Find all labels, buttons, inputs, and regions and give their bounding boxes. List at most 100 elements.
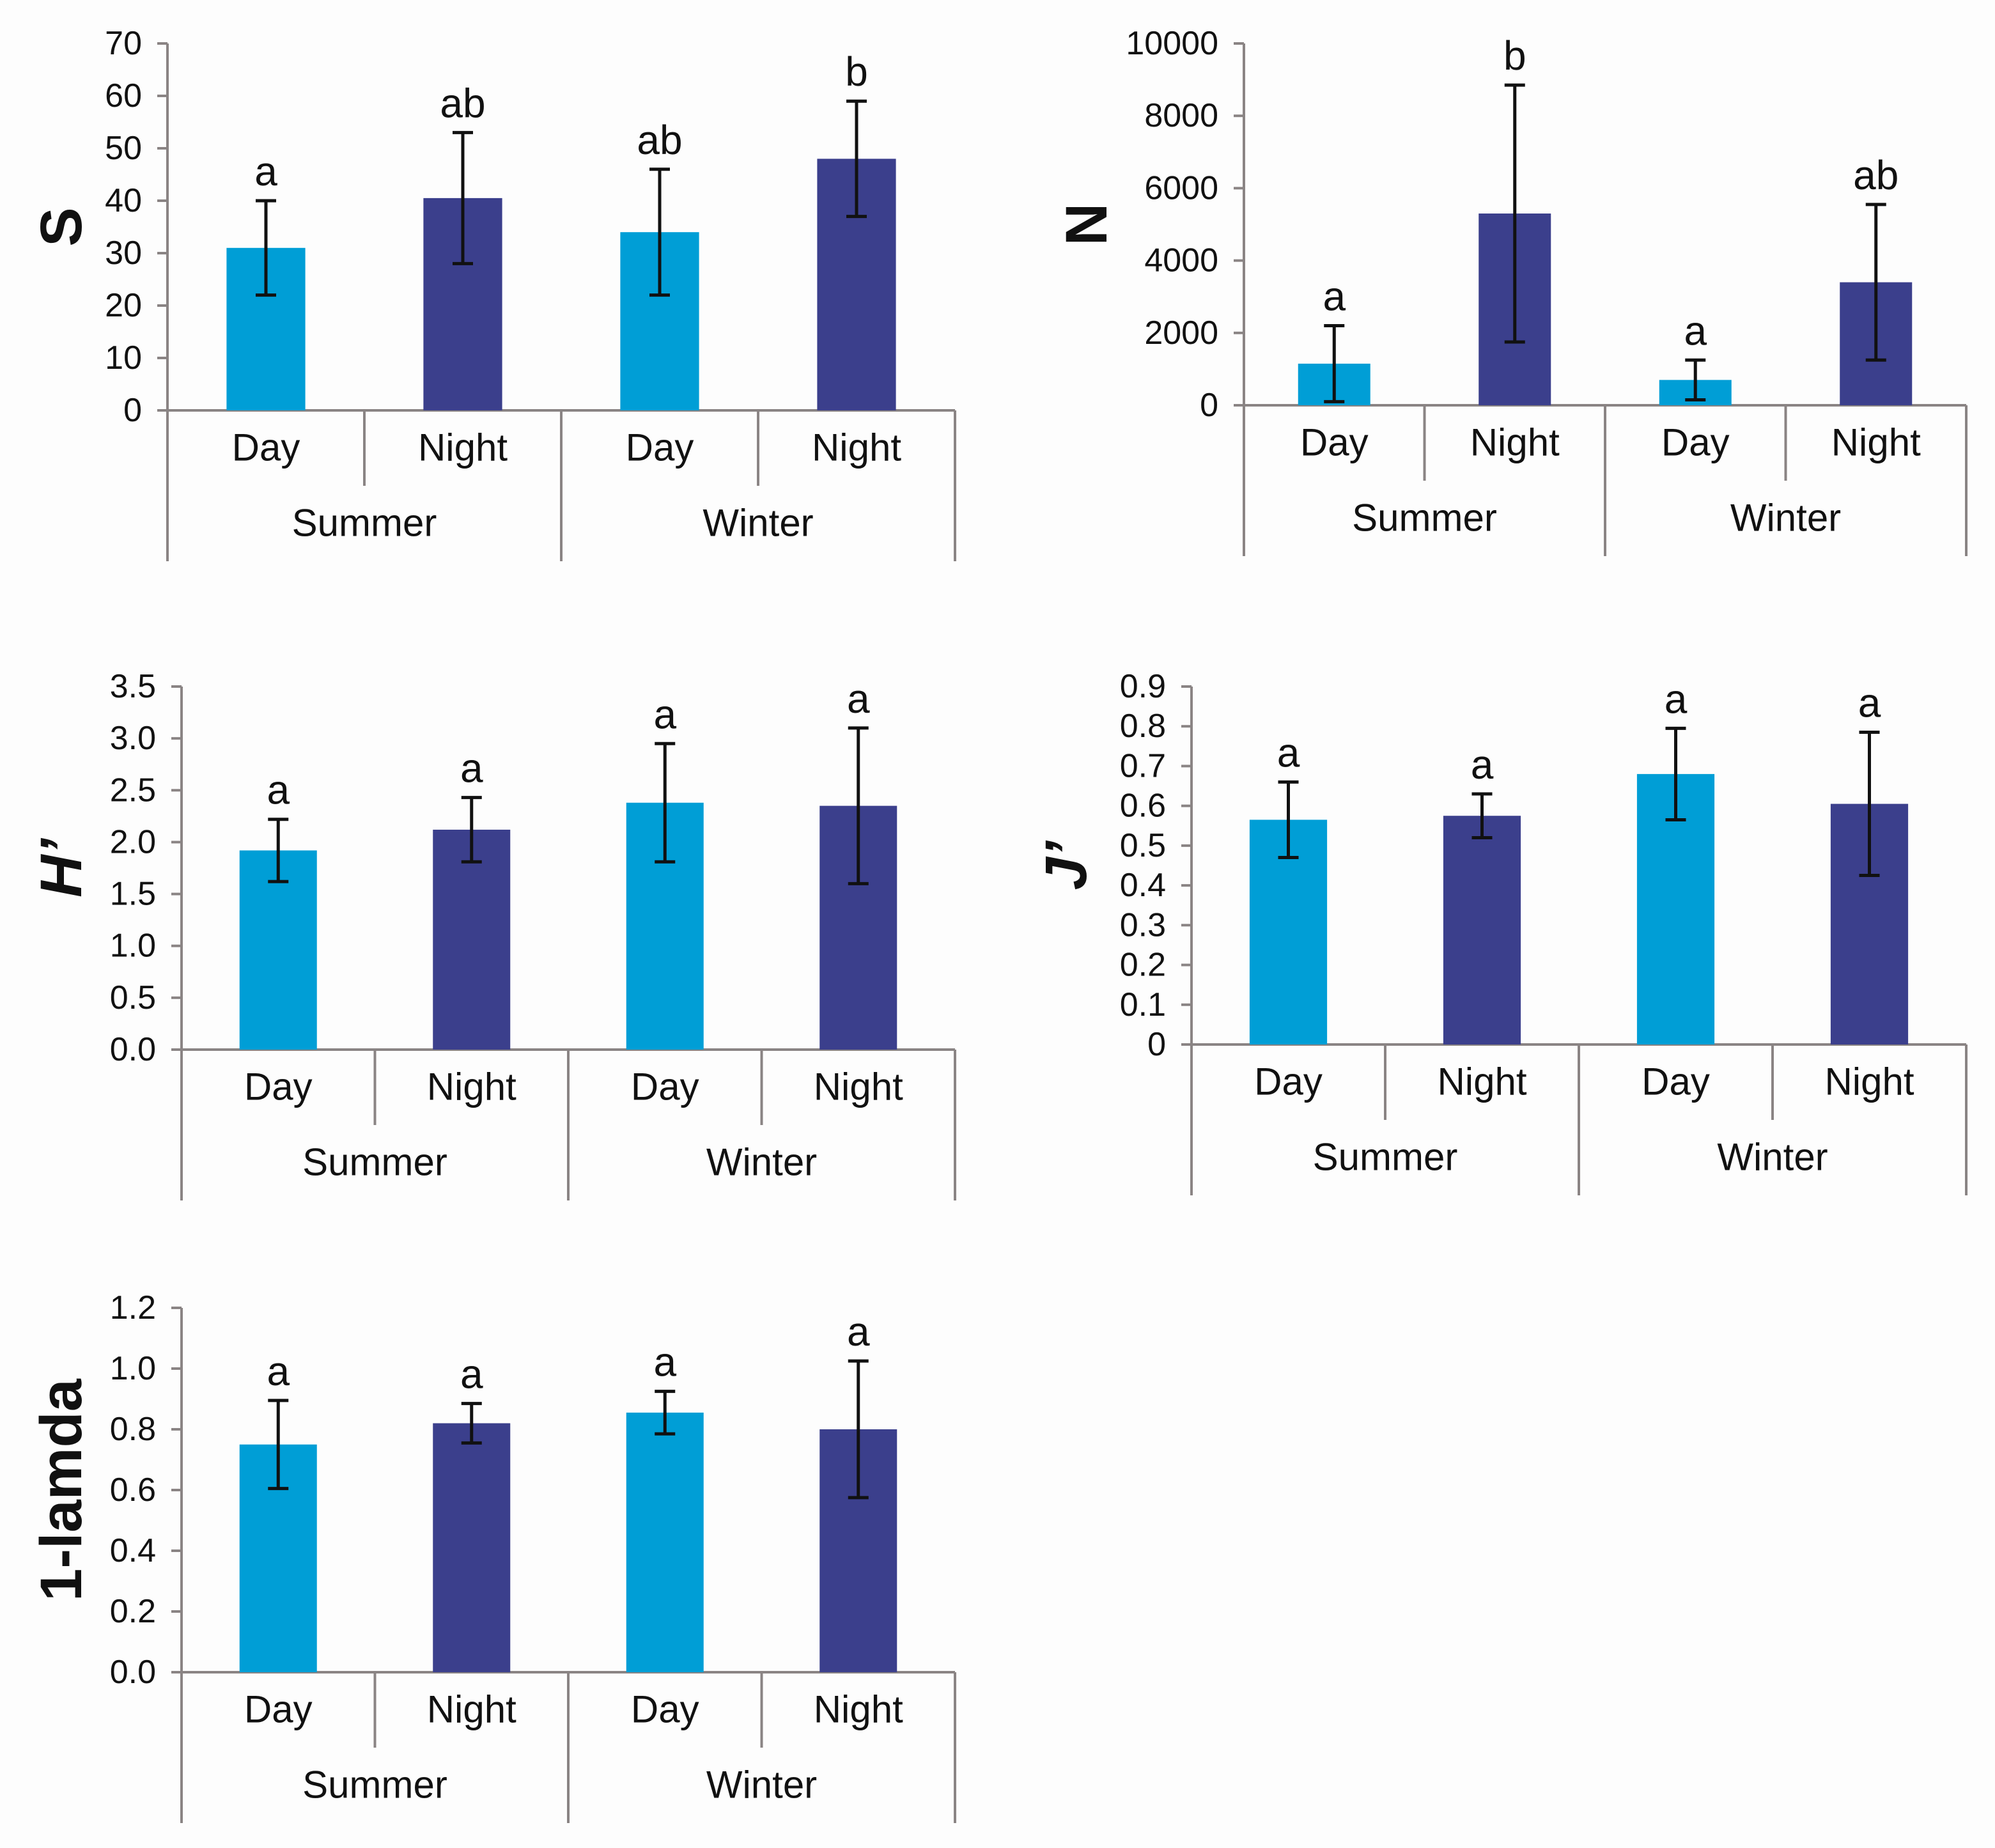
y-axis-label: H’: [29, 838, 94, 897]
chart-panel-3: H’ 0.0 0.5 1.0 1.5 2.0 2.5 3.0 3.5 a Day a Night a Day…: [29, 668, 956, 1200]
significance-label: a: [1665, 676, 1688, 722]
y-tick-label: 1.0: [110, 1350, 156, 1387]
category-label: Night: [814, 1688, 903, 1731]
y-tick-label: 4000: [1144, 242, 1218, 279]
significance-label: ab: [440, 80, 485, 126]
bar-day-3: [626, 1412, 704, 1672]
y-tick-label: 60: [105, 77, 142, 114]
y-tick-label: 0.9: [1120, 668, 1166, 705]
bar-day-1: [239, 850, 317, 1050]
significance-label: a: [1858, 680, 1881, 726]
group-label: Winter: [706, 1141, 817, 1184]
significance-label: a: [1277, 729, 1300, 775]
chart-panel-4: J’ 00.10.2 0.30.40.50.6 0.70.80.9 a Day a Night…: [1034, 668, 1968, 1195]
group-label: Summer: [302, 1764, 447, 1806]
category-label: Day: [1254, 1060, 1323, 1103]
y-axis-label: 1-lamda: [29, 1378, 94, 1601]
y-tick-label: 50: [105, 130, 142, 167]
y-tick-label: 1.5: [110, 876, 156, 913]
y-tick-label: 0: [1147, 1026, 1166, 1063]
group-label: Winter: [706, 1764, 817, 1806]
significance-label: a: [460, 745, 483, 791]
y-tick-label: 0.5: [1120, 827, 1166, 864]
y-axis-label: S: [29, 207, 94, 246]
y-tick-label: 30: [105, 235, 142, 272]
category-label: Day: [1300, 421, 1369, 464]
y-tick-label: 1.2: [110, 1289, 156, 1326]
significance-label: a: [653, 691, 676, 737]
y-tick-label: 0.0: [110, 1031, 156, 1068]
category-label: Night: [418, 426, 508, 469]
category-label: Night: [814, 1066, 903, 1108]
significance-label: a: [847, 1308, 870, 1355]
y-tick-label: 0.5: [110, 979, 156, 1016]
y-tick-label: 20: [105, 287, 142, 324]
y-tick-label: 0.0: [110, 1654, 156, 1691]
y-tick-label: 0.4: [110, 1532, 156, 1569]
y-tick-label: 0.1: [1120, 986, 1166, 1023]
chart-panel-5: 1-lamda 0.0 0.2 0.4 0.6 0.8 1.0 1.2 a Day a Night a D…: [29, 1289, 956, 1823]
group-label: Summer: [292, 502, 437, 545]
y-tick-label: 0: [1200, 387, 1218, 424]
y-tick-label: 2.0: [110, 823, 156, 860]
significance-label: a: [847, 676, 870, 722]
bar-night-2: [1443, 816, 1521, 1044]
category-label: Day: [1661, 421, 1730, 464]
y-tick-label: 0.2: [1120, 947, 1166, 984]
group-label: Summer: [302, 1141, 447, 1184]
y-tick-label: 0.2: [110, 1593, 156, 1630]
category-label: Night: [1437, 1060, 1526, 1103]
y-tick-label: 10000: [1126, 25, 1218, 62]
y-tick-label: 0.6: [1120, 788, 1166, 825]
group-label: Summer: [1352, 497, 1497, 540]
y-axis-label: J’: [1034, 840, 1099, 890]
category-label: Day: [1642, 1060, 1710, 1103]
significance-label: a: [1471, 742, 1494, 788]
category-label: Day: [631, 1688, 699, 1731]
group-label: Winter: [703, 502, 813, 545]
group-label: Winter: [1730, 497, 1841, 540]
chart-panel-1: S 0 10 20 30 40 50 60 70 a Day ab Night ab Day b Night Su…: [29, 25, 956, 561]
category-label: Night: [1470, 421, 1560, 464]
y-tick-label: 70: [105, 25, 142, 62]
group-label: Summer: [1313, 1136, 1458, 1179]
category-label: Night: [427, 1688, 516, 1731]
significance-label: b: [845, 49, 868, 95]
significance-label: a: [460, 1351, 483, 1397]
group-label: Winter: [1717, 1136, 1828, 1179]
category-label: Night: [1824, 1060, 1914, 1103]
y-tick-label: 3.5: [110, 668, 156, 705]
y-tick-label: 8000: [1144, 97, 1218, 134]
y-tick-label: 3.0: [110, 720, 156, 757]
y-tick-label: 0.8: [110, 1411, 156, 1448]
category-label: Day: [244, 1688, 313, 1731]
significance-label: b: [1503, 33, 1526, 79]
category-label: Night: [427, 1066, 516, 1108]
y-tick-label: 0: [123, 392, 142, 429]
y-tick-label: 6000: [1144, 169, 1218, 206]
category-label: Night: [812, 426, 901, 469]
significance-label: a: [267, 1348, 290, 1394]
significance-label: a: [653, 1339, 676, 1385]
y-tick-label: 0.6: [110, 1471, 156, 1509]
significance-label: a: [1684, 307, 1707, 353]
y-tick-label: 0.8: [1120, 708, 1166, 745]
y-tick-label: 0.4: [1120, 867, 1166, 904]
category-label: Day: [631, 1066, 699, 1108]
y-tick-label: 10: [105, 339, 142, 377]
bar-night-2: [433, 829, 511, 1050]
chart-panel-2: N 0 2000 4000 6000 8000 10000 a Day b Night a Day ab N…: [1054, 25, 1968, 556]
y-axis-label: N: [1054, 203, 1119, 245]
category-label: Day: [626, 426, 694, 469]
significance-label: ab: [637, 117, 682, 163]
significance-label: ab: [1853, 152, 1898, 198]
y-tick-label: 0.7: [1120, 747, 1166, 784]
significance-label: a: [254, 148, 277, 194]
y-tick-label: 2000: [1144, 314, 1218, 352]
category-label: Day: [244, 1066, 313, 1108]
y-tick-label: 40: [105, 182, 142, 219]
y-tick-label: 0.3: [1120, 906, 1166, 943]
y-tick-label: 2.5: [110, 772, 156, 809]
bar-night-2: [433, 1423, 511, 1672]
